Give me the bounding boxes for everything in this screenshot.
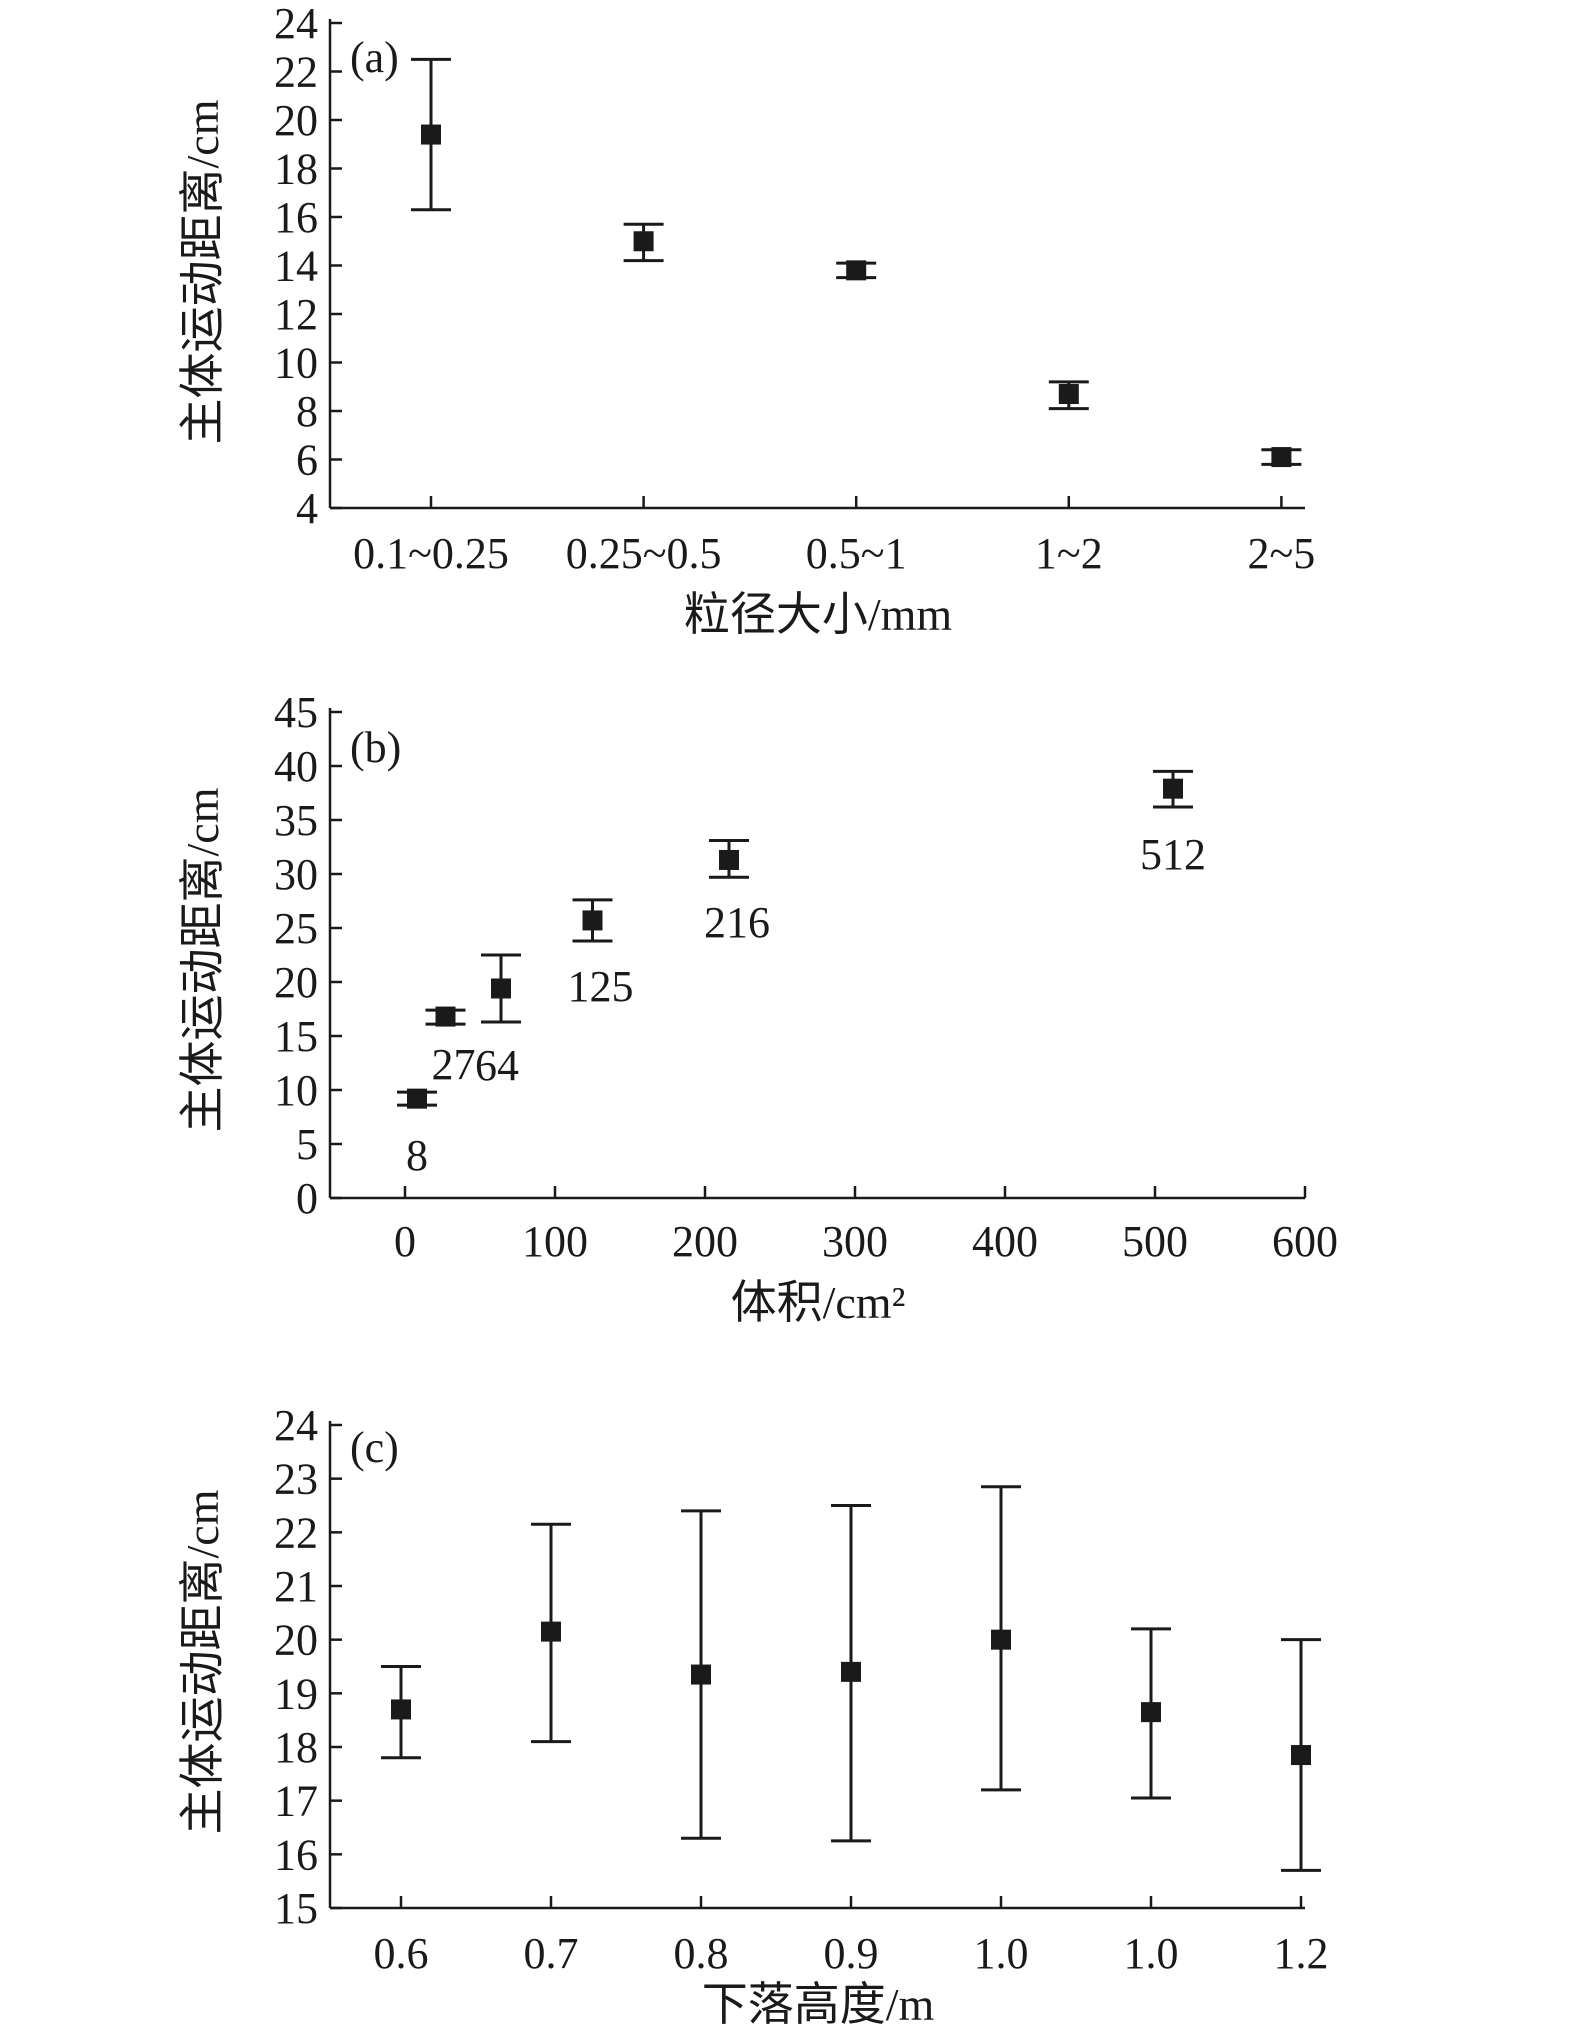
panel-a-y-tick-label: 8	[296, 387, 318, 436]
panel-c-y-tick-label: 24	[274, 1401, 318, 1450]
panel-c-y-axis-title: 主体运动距离/cm	[177, 1489, 228, 1834]
panel-b-y-tick-label: 20	[274, 958, 318, 1007]
panel-b-y-tick-label: 35	[274, 796, 318, 845]
panel-b-y-tick-label: 15	[274, 1012, 318, 1061]
panel-b-data-point	[1163, 778, 1183, 799]
panel-c-y-tick-label: 16	[274, 1830, 318, 1879]
panel-a-y-tick-label: 22	[274, 48, 318, 97]
panel-c-x-tick-label: 0.9	[824, 1929, 879, 1978]
panel-a-y-tick-label: 18	[274, 145, 318, 194]
panel-c-data-point	[691, 1664, 711, 1685]
panel-a-x-tick-label: 0.25~0.5	[566, 529, 722, 578]
panel-a-data-point	[633, 231, 654, 252]
panel-b-y-tick-label: 30	[274, 850, 318, 899]
panel-b-x-tick-label: 100	[522, 1217, 588, 1266]
panel-a-y-tick-label: 4	[296, 484, 318, 533]
panel-a-chart: (a) 粒径大小/mm 主体运动距离/cm 468101214161820222…	[177, 0, 1315, 640]
panel-a-x-tick-label: 2~5	[1247, 529, 1315, 578]
panel-b-chart: (b) 体积/cm² 主体运动距离/cm 0 5 10 15 20 25 30 35 40 45 0…	[177, 688, 1338, 1328]
panel-b-data-point	[435, 1006, 456, 1027]
panel-c-x-tick-label: 0.6	[374, 1929, 429, 1978]
panel-a-data-point	[1058, 384, 1079, 405]
panel-b-data-point	[719, 849, 739, 870]
panel-b-x-axis-title: 体积/cm²	[731, 1277, 906, 1328]
panel-a-x-tick-label: 0.5~1	[806, 529, 907, 578]
panel-b-y-tick-label: 5	[296, 1120, 318, 1169]
panel-a-y-tick-label: 12	[274, 290, 318, 339]
panel-c-x-tick-label: 0.8	[674, 1929, 729, 1978]
panel-c-data-point	[1291, 1745, 1311, 1766]
panel-b-data-point	[491, 978, 511, 999]
panel-c-data-point	[991, 1629, 1011, 1650]
panel-c-x-tick-label: 0.7	[524, 1929, 579, 1978]
panel-b-point-label: 8	[406, 1131, 428, 1180]
panel-c-data-point	[1141, 1702, 1161, 1723]
panel-c-data-point	[541, 1621, 561, 1642]
panel-b-y-tick-label: 45	[274, 688, 318, 737]
panel-b-data-point	[407, 1088, 427, 1109]
panel-b-data-point	[582, 910, 603, 931]
panel-c-x-tick-label: 1.2	[1274, 1929, 1329, 1978]
panel-c-y-tick-label: 21	[274, 1562, 318, 1611]
panel-b-point-label: 125	[568, 962, 634, 1011]
panel-c-y-tick-label: 20	[274, 1616, 318, 1665]
panel-c-data-point	[391, 1699, 411, 1720]
panel-c-y-tick-label: 18	[274, 1723, 318, 1772]
panel-a-data-point	[421, 124, 441, 145]
panel-b-x-tick-label: 0	[394, 1217, 416, 1266]
panel-a-x-tick-label: 1~2	[1035, 529, 1103, 578]
panel-b-x-tick-label: 300	[822, 1217, 888, 1266]
panel-b-point-label: 512	[1140, 830, 1206, 879]
panel-c-y-tick-label: 15	[274, 1884, 318, 1933]
panel-b-point-label: 64	[475, 1041, 519, 1090]
panel-b-point-label: 27	[432, 1040, 476, 1089]
panel-a-x-axis-title: 粒径大小/mm	[684, 589, 953, 640]
panel-b-y-tick-label: 25	[274, 904, 318, 953]
panel-c-x-axis-title: 下落高度/m	[702, 1979, 935, 2030]
panel-b-x-tick-label: 500	[1122, 1217, 1188, 1266]
panel-a-y-tick-label: 6	[296, 436, 318, 485]
panel-c-y-tick-label: 17	[274, 1777, 318, 1826]
panel-c-label: (c)	[350, 1423, 399, 1472]
panel-a-y-tick-label: 16	[274, 193, 318, 242]
panel-b-point-label: 216	[704, 898, 770, 947]
panel-a-data-point	[846, 260, 867, 281]
panel-b-y-tick-label: 40	[274, 742, 318, 791]
panel-a-y-tick-label: 24	[274, 0, 318, 48]
panel-c-data-point	[841, 1661, 861, 1682]
panel-a-y-tick-label: 10	[274, 339, 318, 388]
panel-c-y-tick-label: 19	[274, 1669, 318, 1718]
panel-b-label: (b)	[350, 723, 401, 772]
panel-b-x-tick-label: 400	[972, 1217, 1038, 1266]
panel-b-y-tick-label: 0	[296, 1174, 318, 1223]
panel-b-x-tick-label: 600	[1272, 1217, 1338, 1266]
panel-a-y-tick-label: 14	[274, 242, 318, 291]
panel-c-x-tick-label: 1.0	[1124, 1929, 1179, 1978]
panel-b-x-tick-label: 200	[672, 1217, 738, 1266]
panel-c-y-tick-label: 22	[274, 1508, 318, 1557]
panel-a-y-axis-title: 主体运动距离/cm	[177, 99, 228, 444]
panel-c-x-tick-label: 1.0	[974, 1929, 1029, 1978]
panel-b-y-tick-label: 10	[274, 1066, 318, 1115]
panel-a-x-tick-label: 0.1~0.25	[353, 529, 509, 578]
panel-a-y-tick-label: 20	[274, 96, 318, 145]
panel-a-data-point	[1271, 447, 1292, 468]
panel-c-y-tick-label: 23	[274, 1455, 318, 1504]
panel-a-label: (a)	[350, 33, 399, 82]
panel-b-y-axis-title: 主体运动距离/cm	[177, 787, 228, 1132]
